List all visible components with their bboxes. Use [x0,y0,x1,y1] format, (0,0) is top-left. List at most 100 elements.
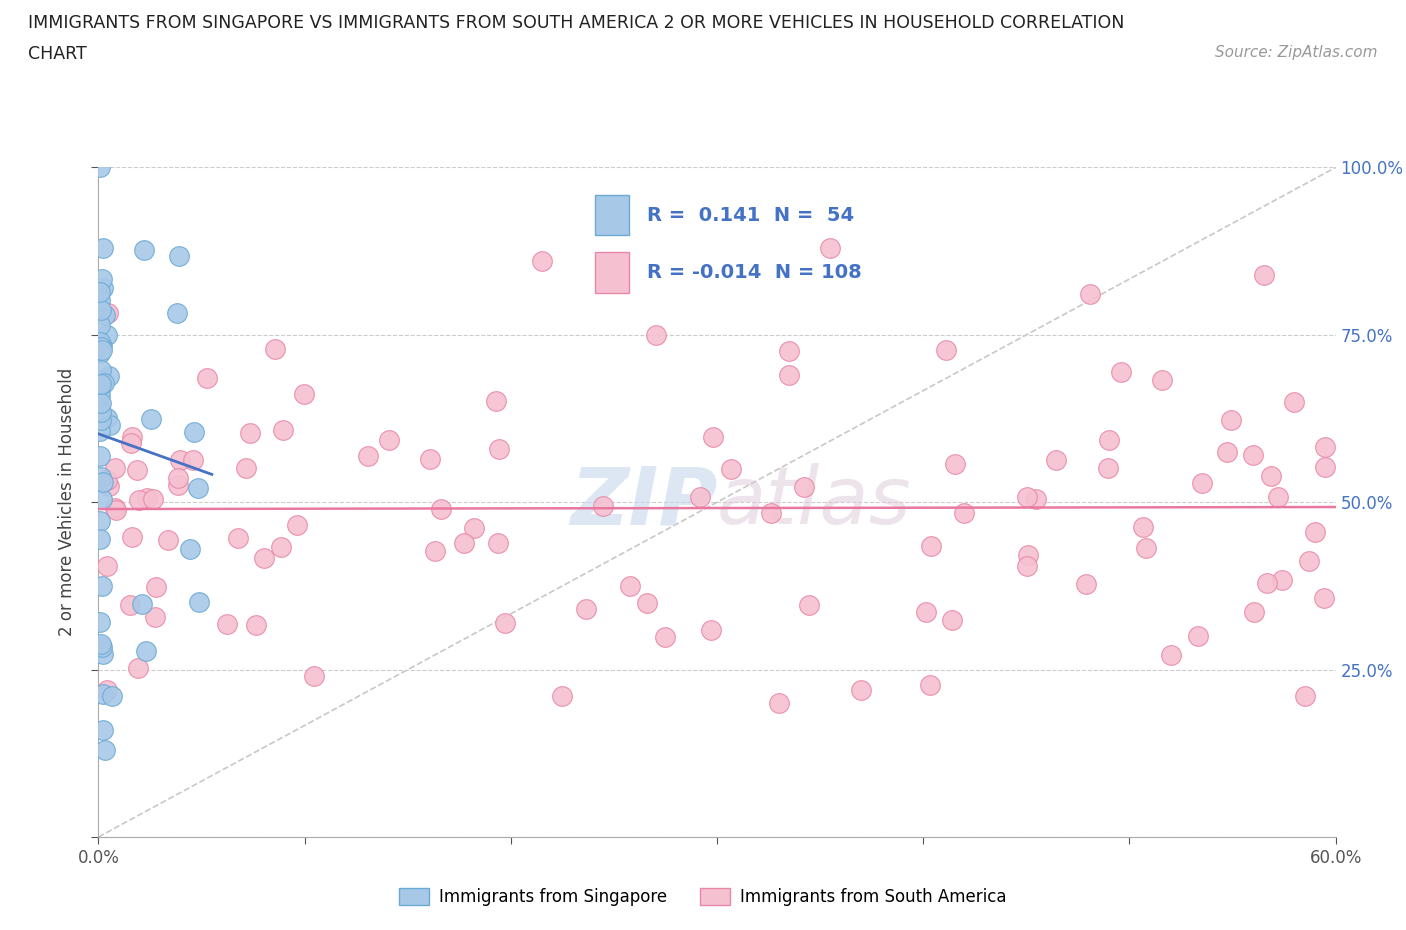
Point [357,448,380,463]
Point [195,370,218,385]
Text: Source: ZipAtlas.com: Source: ZipAtlas.com [1215,45,1378,60]
Point [91,474,114,489]
Point [285,518,308,533]
Point [134,243,156,258]
Point [89,339,111,354]
Point [453,536,475,551]
Point [96,327,118,342]
Point [419,452,441,467]
Text: CHART: CHART [28,45,87,62]
Point [90,469,112,484]
Point [238,426,260,441]
Point [89,531,111,546]
Point [125,462,148,477]
Point [592,498,614,513]
Point [89,346,111,361]
Point [700,623,723,638]
Point [121,430,143,445]
Point [139,411,162,426]
Point [1150,372,1173,387]
Point [89,423,111,438]
Point [91,647,114,662]
Point [1191,475,1213,490]
Point [1270,573,1292,588]
Point [89,402,111,417]
Point [1132,520,1154,535]
Point [768,696,790,711]
Point [245,618,267,632]
Point [1241,448,1264,463]
Text: IMMIGRANTS FROM SINGAPORE VS IMMIGRANTS FROM SOUTH AMERICA 2 OR MORE VEHICLES IN: IMMIGRANTS FROM SINGAPORE VS IMMIGRANTS … [28,14,1125,32]
Point [485,393,508,408]
Point [215,617,238,631]
Point [720,461,742,476]
Point [253,551,276,565]
Point [797,597,820,612]
Point [488,441,510,456]
Point [463,521,485,536]
Point [820,240,842,255]
Point [90,413,112,428]
Point [104,500,127,515]
Text: atlas: atlas [717,463,912,541]
Point [89,514,111,529]
Point [226,531,249,546]
Point [96,558,118,573]
Point [1160,647,1182,662]
Point [918,678,941,693]
Point [89,318,111,333]
Point [89,373,111,388]
Point [1260,469,1282,484]
Point [378,432,401,447]
Point [89,449,111,464]
Point [131,596,153,611]
Point [89,614,111,629]
Point [127,660,149,675]
Point [142,492,165,507]
Point [91,578,114,593]
Point [120,435,142,450]
Text: ZIP: ZIP [569,463,717,541]
Point [1097,460,1119,475]
Point [135,491,157,506]
Point [91,475,114,490]
Point [235,460,257,475]
Point [1315,460,1337,475]
Point [89,302,111,317]
Point [183,425,205,440]
Point [90,363,112,378]
Point [90,376,112,391]
Y-axis label: 2 or more Vehicles in Household: 2 or more Vehicles in Household [58,368,76,636]
Point [104,460,127,475]
Point [179,541,201,556]
Point [430,501,453,516]
Point [1078,286,1101,301]
Point [423,543,446,558]
Point [1109,365,1132,379]
Point [619,578,641,593]
Point [96,411,118,426]
Point [1243,604,1265,619]
Point [1045,452,1067,467]
Point [1253,267,1275,282]
Point [96,683,118,698]
Point [89,293,111,308]
Point [169,452,191,467]
Point [759,505,782,520]
Point [941,613,963,628]
Point [644,328,666,343]
Point [167,248,190,263]
Point [494,615,516,630]
Point [575,602,598,617]
Point [1135,540,1157,555]
Point [188,595,211,610]
Point [1294,689,1316,704]
Point [1315,440,1337,455]
Point [98,418,121,432]
Point [1284,394,1306,409]
Point [778,344,800,359]
Point [100,689,122,704]
Point [135,644,157,658]
Point [953,506,976,521]
Point [486,535,509,550]
